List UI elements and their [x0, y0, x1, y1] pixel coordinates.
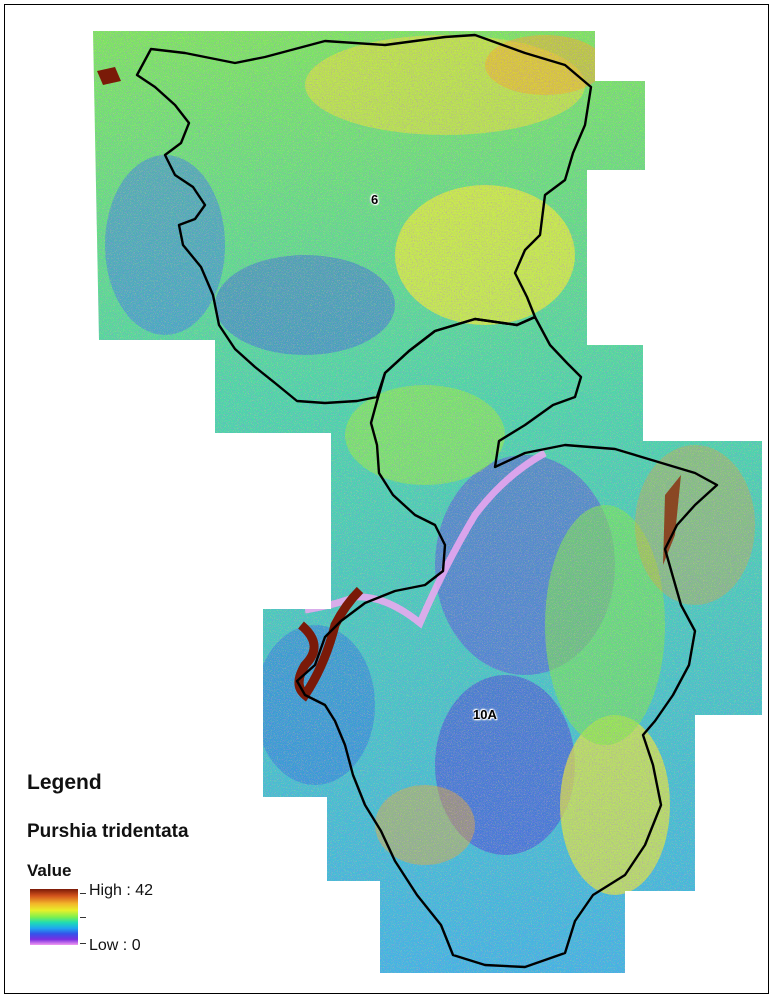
ramp-tick-low [80, 943, 86, 944]
map-legend: Legend Purshia tridentata Value High : 4… [27, 771, 277, 971]
ramp-high-label: High : 42 [89, 882, 154, 899]
legend-title: Legend [27, 771, 102, 794]
unit-10a-boundary [295, 315, 719, 969]
ramp-low-label: Low : 0 [89, 937, 141, 954]
unit-10a-label[interactable]: 10A [473, 707, 497, 722]
legend-field-name: Value [27, 861, 72, 880]
legend-layer-name: Purshia tridentata [27, 821, 189, 842]
ramp-tick-mid [80, 917, 86, 918]
map-frame: 6 10A Legend Purshia tridentata Value Hi… [4, 4, 769, 994]
ramp-tick-high [80, 893, 86, 894]
unit-boundaries [135, 33, 719, 969]
raster-layer [93, 31, 762, 973]
unit-6-label[interactable]: 6 [371, 192, 379, 207]
color-ramp-swatch [30, 889, 78, 945]
map-canvas[interactable] [5, 5, 768, 993]
